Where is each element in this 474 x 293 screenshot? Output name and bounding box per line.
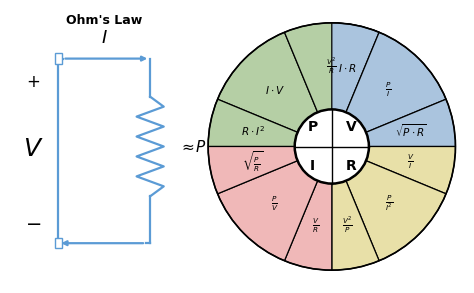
Text: $V$: $V$ (23, 137, 44, 161)
Wedge shape (346, 161, 446, 261)
Text: $\frac{P}{I}$: $\frac{P}{I}$ (385, 81, 392, 99)
Text: $\frac{V^2}{P}$: $\frac{V^2}{P}$ (342, 215, 353, 235)
Wedge shape (284, 23, 379, 112)
Wedge shape (218, 32, 318, 132)
Text: $\frac{V}{R}$: $\frac{V}{R}$ (312, 216, 320, 235)
Text: $I \cdot V$: $I \cdot V$ (265, 84, 285, 96)
Text: I: I (310, 159, 315, 173)
Text: $\frac{V^2}{R}$: $\frac{V^2}{R}$ (326, 56, 337, 76)
Text: V: V (346, 120, 356, 134)
Text: $\sqrt{\frac{P}{R}}$: $\sqrt{\frac{P}{R}}$ (242, 150, 264, 174)
Wedge shape (208, 146, 298, 194)
Text: Ohm's Law: Ohm's Law (66, 14, 142, 27)
Text: R: R (346, 159, 356, 173)
Bar (55, 238, 62, 248)
Text: $\frac{P}{I^2}$: $\frac{P}{I^2}$ (384, 193, 392, 213)
Wedge shape (366, 146, 456, 194)
Wedge shape (208, 99, 298, 146)
Wedge shape (284, 181, 332, 270)
Wedge shape (332, 181, 379, 270)
Text: $-$: $-$ (25, 213, 42, 232)
Text: $\sqrt{P \cdot R}$: $\sqrt{P \cdot R}$ (395, 122, 427, 139)
Wedge shape (332, 23, 379, 112)
Circle shape (295, 109, 369, 184)
Text: $I \cdot R$: $I \cdot R$ (338, 62, 357, 74)
Text: $R \cdot I^2$: $R \cdot I^2$ (241, 124, 265, 138)
Text: +: + (27, 73, 40, 91)
Text: $I$: $I$ (101, 29, 108, 47)
Bar (55, 53, 62, 64)
Text: $\frac{P}{V}$: $\frac{P}{V}$ (271, 194, 279, 212)
Wedge shape (366, 99, 456, 146)
Wedge shape (346, 32, 446, 132)
Wedge shape (218, 161, 318, 261)
Text: P: P (307, 120, 318, 134)
Text: $\approx\! P$: $\approx\! P$ (179, 139, 207, 154)
Text: $\frac{V}{I}$: $\frac{V}{I}$ (407, 153, 414, 171)
